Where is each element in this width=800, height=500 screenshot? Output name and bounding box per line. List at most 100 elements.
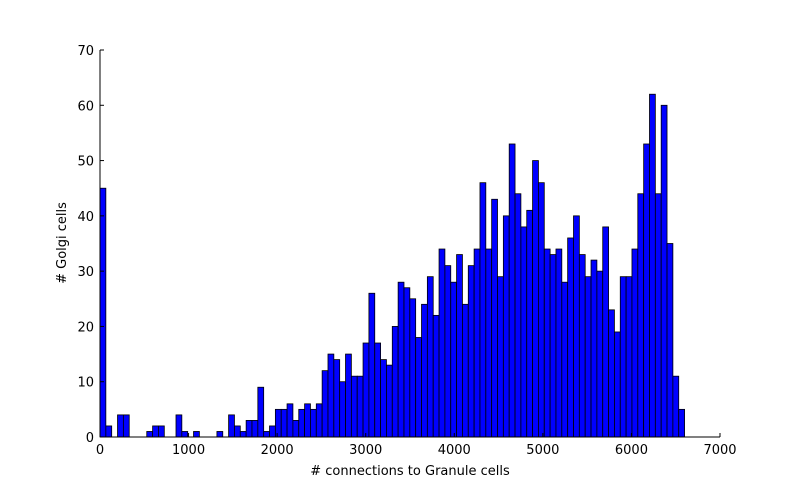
- y-tick-label: 50: [77, 155, 94, 170]
- bar: [286, 403, 294, 438]
- bar: [456, 254, 463, 438]
- bar: [228, 414, 235, 438]
- bar: [660, 104, 668, 438]
- bar: [216, 431, 224, 438]
- bar: [438, 248, 446, 438]
- bar: [321, 370, 329, 438]
- bar: [391, 326, 399, 438]
- bar: [573, 215, 580, 438]
- bar: [292, 420, 300, 438]
- bar: [432, 314, 440, 438]
- bar: [397, 281, 405, 438]
- bar: [193, 431, 200, 438]
- bar: [356, 375, 364, 438]
- bar: [497, 276, 504, 438]
- bar: [549, 254, 557, 438]
- y-tick-label: 10: [77, 376, 94, 391]
- bar: [555, 248, 563, 438]
- x-axis-label: # connections to Granule cells: [310, 464, 510, 479]
- bar: [678, 408, 685, 438]
- bar: [526, 209, 533, 438]
- bar: [467, 265, 475, 438]
- bar: [631, 248, 639, 438]
- bar: [374, 342, 381, 438]
- bar: [520, 226, 528, 438]
- bar: [158, 425, 165, 438]
- bar: [234, 425, 241, 438]
- y-tick-label: 20: [77, 320, 94, 335]
- bar: [122, 414, 130, 438]
- bar: [625, 276, 633, 438]
- bar: [263, 431, 270, 438]
- bar: [444, 265, 452, 438]
- bar: [251, 420, 259, 438]
- bar: [117, 414, 124, 438]
- bar: [298, 408, 305, 438]
- y-tick-label: 70: [77, 44, 94, 59]
- y-tick-label: 60: [77, 99, 94, 114]
- bar: [450, 281, 457, 438]
- bar: [345, 353, 352, 438]
- bar: [315, 403, 323, 438]
- bar: [666, 243, 674, 438]
- bar: [502, 215, 510, 438]
- bar: [403, 287, 411, 438]
- bar: [614, 331, 621, 438]
- bar: [152, 425, 159, 438]
- bar: [538, 182, 545, 438]
- x-tick-label: 5000: [526, 443, 559, 458]
- x-tick-label: 0: [96, 443, 104, 458]
- x-tick-label: 7000: [703, 443, 736, 458]
- bar: [462, 303, 469, 438]
- bar: [491, 198, 498, 438]
- bar: [619, 276, 627, 438]
- bar: [350, 375, 358, 438]
- bar: [333, 359, 341, 438]
- bar: [146, 431, 154, 438]
- bar: [602, 226, 609, 438]
- bar: [269, 425, 276, 438]
- bar: [421, 303, 428, 438]
- bar: [485, 248, 493, 438]
- bar: [368, 292, 376, 438]
- bar: [479, 182, 487, 438]
- x-tick-label: 6000: [615, 443, 648, 458]
- bar: [654, 193, 662, 438]
- bar: [672, 375, 680, 438]
- bar: [514, 193, 522, 438]
- bar: [257, 386, 265, 438]
- bar: [596, 270, 604, 438]
- bar: [643, 143, 650, 438]
- x-tick-label: 2000: [261, 443, 294, 458]
- bar: [561, 281, 569, 438]
- x-tick-label: 3000: [349, 443, 382, 458]
- bar: [584, 276, 592, 438]
- bar: [508, 143, 516, 438]
- bar: [590, 259, 598, 438]
- bar: [386, 364, 393, 438]
- x-tick-label: 4000: [438, 443, 471, 458]
- bar: [637, 193, 645, 438]
- bar: [380, 359, 387, 438]
- bar: [339, 381, 346, 438]
- x-tick-label: 1000: [172, 443, 205, 458]
- bar: [409, 298, 417, 438]
- y-axis-label: # Golgi cells: [55, 202, 70, 284]
- bar: [543, 248, 551, 438]
- y-tick-label: 40: [77, 210, 94, 225]
- bar: [567, 237, 574, 438]
- bar: [362, 342, 370, 438]
- bar: [181, 431, 189, 438]
- bar: [175, 414, 183, 438]
- bar: [426, 276, 434, 438]
- bar: [304, 403, 311, 438]
- bar: [239, 431, 247, 438]
- bar: [608, 309, 615, 438]
- bar: [649, 93, 656, 438]
- bar: [578, 254, 586, 438]
- bar: [532, 160, 539, 438]
- bar: [280, 408, 288, 438]
- bar: [99, 187, 107, 438]
- bar: [105, 425, 113, 438]
